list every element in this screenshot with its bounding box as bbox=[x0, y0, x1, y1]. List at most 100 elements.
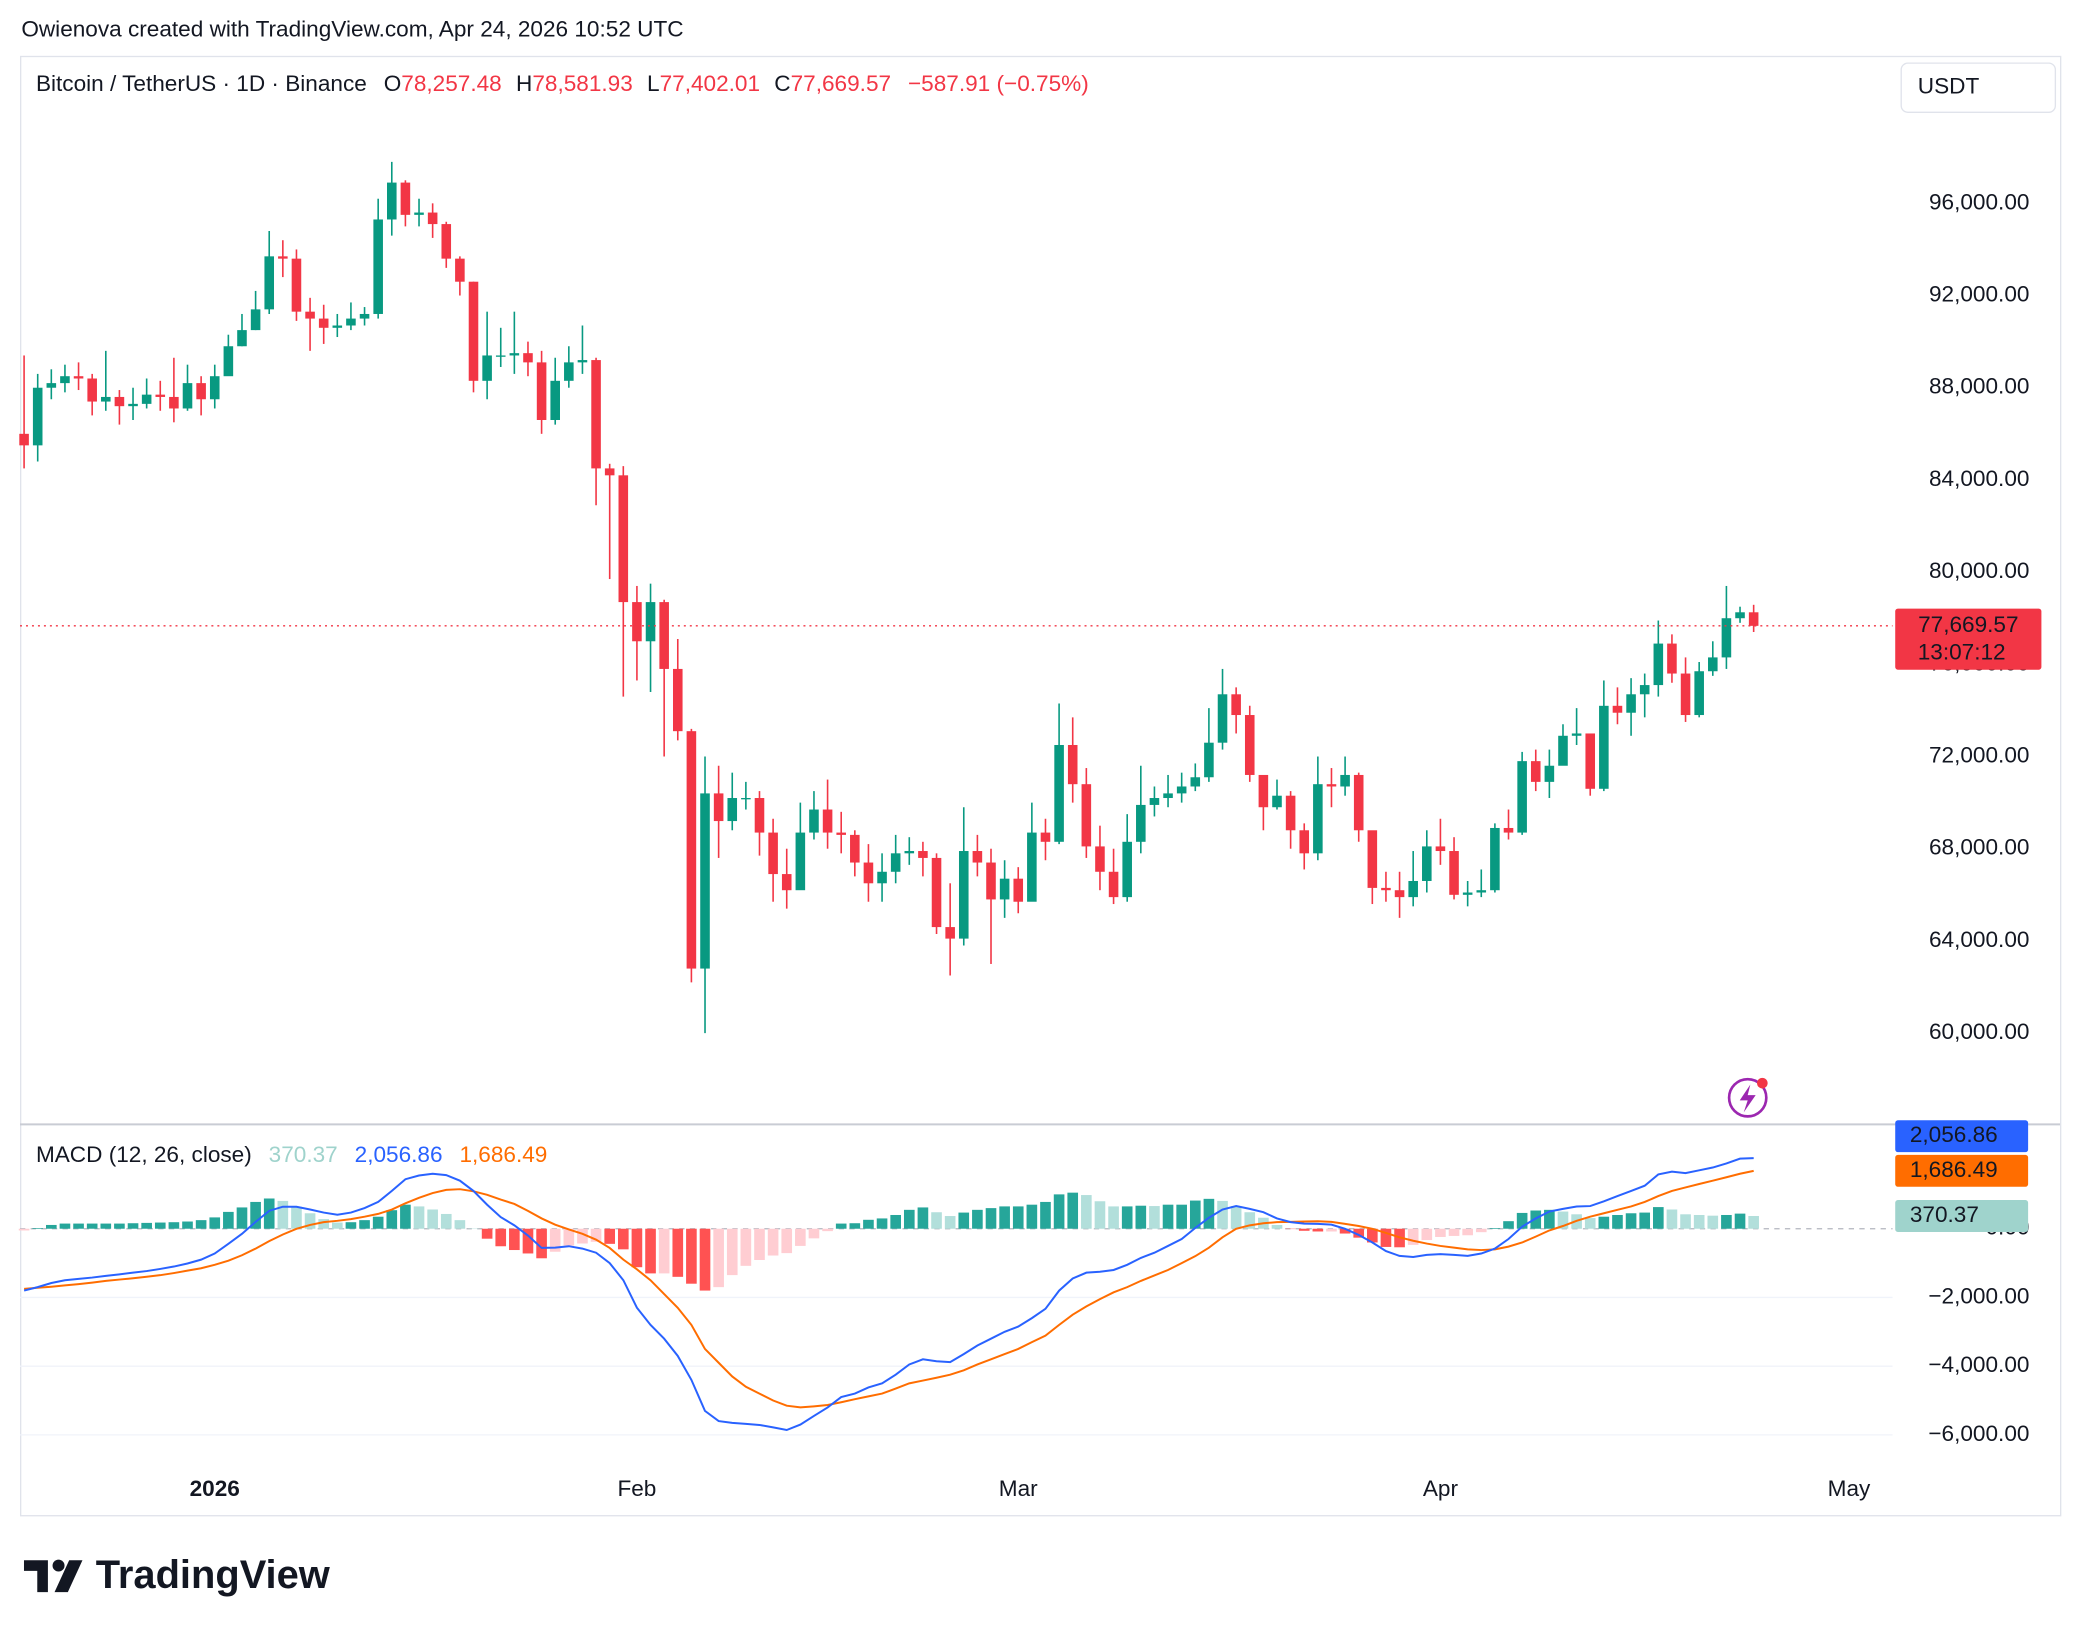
candle-body bbox=[1708, 657, 1718, 672]
histogram-bar bbox=[1544, 1209, 1555, 1229]
candle-body bbox=[1340, 774, 1350, 787]
candle-body bbox=[713, 793, 724, 822]
value-badge bbox=[1895, 1120, 2029, 1153]
candle-body bbox=[1231, 694, 1241, 716]
histogram-bar bbox=[400, 1204, 411, 1229]
ohlc-key: O bbox=[384, 71, 402, 96]
logo-mark bbox=[54, 1560, 83, 1593]
histogram-bar bbox=[440, 1213, 452, 1229]
candle-body bbox=[754, 798, 765, 833]
candle-body bbox=[931, 857, 942, 928]
histogram-bar bbox=[563, 1228, 575, 1246]
candle-body bbox=[1299, 830, 1310, 854]
candle-body bbox=[169, 396, 179, 409]
histogram-bar bbox=[863, 1219, 874, 1229]
histogram-bar bbox=[1489, 1228, 1501, 1229]
change: −587.91 (−0.75%) bbox=[908, 71, 1089, 96]
candle-body bbox=[1435, 846, 1446, 852]
candle-body bbox=[1313, 784, 1323, 854]
histogram-bar bbox=[509, 1228, 520, 1251]
histogram-bar bbox=[890, 1214, 901, 1229]
histogram-bar bbox=[944, 1216, 956, 1229]
y-tick-label: 88,000.00 bbox=[1929, 374, 2029, 399]
ohlc-key: H bbox=[516, 71, 532, 96]
candle-body bbox=[1054, 744, 1064, 842]
x-tick-label: May bbox=[1828, 1476, 1871, 1501]
candle-body bbox=[114, 396, 125, 407]
candle-body bbox=[278, 256, 288, 259]
histogram-bar bbox=[59, 1223, 71, 1229]
candle-body bbox=[1122, 841, 1132, 898]
histogram-bar bbox=[209, 1217, 221, 1229]
histogram-bar bbox=[86, 1223, 98, 1229]
candle-body bbox=[1517, 761, 1527, 833]
candle-body bbox=[400, 182, 411, 215]
candle-body bbox=[1667, 643, 1677, 674]
histogram-bar bbox=[781, 1228, 793, 1254]
candle-body bbox=[128, 403, 138, 407]
candle-body bbox=[509, 353, 520, 356]
histogram-bar bbox=[1707, 1215, 1719, 1229]
histogram-bar bbox=[1339, 1228, 1351, 1234]
candle-body bbox=[346, 318, 356, 326]
candle-body bbox=[958, 851, 969, 939]
candle-body bbox=[1422, 846, 1432, 881]
alert-icon[interactable] bbox=[1727, 1077, 1768, 1118]
histogram-bar bbox=[114, 1223, 125, 1229]
candle-body bbox=[196, 383, 206, 400]
candle-body bbox=[1503, 827, 1514, 833]
histogram-bar bbox=[1462, 1228, 1473, 1236]
candle-body bbox=[536, 362, 547, 420]
candle-body bbox=[87, 378, 97, 402]
histogram-bar bbox=[182, 1221, 193, 1229]
candle-body bbox=[1381, 887, 1391, 891]
candle-body bbox=[850, 834, 860, 863]
candle-body bbox=[1013, 878, 1024, 902]
y-tick-label: 92,000.00 bbox=[1929, 282, 2029, 307]
histogram-bar bbox=[1734, 1213, 1746, 1229]
histogram-bar bbox=[304, 1213, 316, 1229]
candle-body bbox=[1285, 795, 1296, 831]
candle-body bbox=[700, 793, 710, 969]
candle-body bbox=[1367, 830, 1378, 888]
currency-button[interactable] bbox=[1900, 62, 2057, 113]
currency[interactable]: USDT bbox=[1918, 74, 1980, 99]
candle-body bbox=[1680, 673, 1691, 716]
candle-body bbox=[1149, 798, 1160, 805]
candle-body bbox=[441, 224, 452, 259]
candle-body bbox=[19, 433, 29, 446]
candle-body bbox=[73, 376, 84, 379]
macd-line bbox=[23, 1157, 1754, 1432]
candle-body bbox=[1626, 694, 1636, 713]
symbol: Bitcoin / TetherUS · 1D · Binance bbox=[36, 71, 367, 96]
histogram-bar bbox=[1244, 1212, 1256, 1229]
histogram-bar bbox=[1380, 1228, 1392, 1247]
marks-layer bbox=[18, 161, 1893, 1432]
ohlc-value: 77,402.01 bbox=[660, 71, 760, 96]
candle-body bbox=[672, 668, 683, 732]
histogram-bar bbox=[168, 1222, 180, 1229]
histogram-bar bbox=[903, 1209, 915, 1229]
histogram-bar bbox=[1584, 1218, 1596, 1229]
histogram-bar bbox=[1367, 1228, 1378, 1243]
signal-line bbox=[24, 1169, 1754, 1409]
y-tick-label: 80,000.00 bbox=[1929, 558, 2029, 583]
histogram-bar bbox=[359, 1220, 370, 1229]
histogram-bar bbox=[1217, 1200, 1228, 1229]
histogram-bar bbox=[250, 1201, 261, 1229]
histogram-bar bbox=[277, 1200, 289, 1229]
candle-body bbox=[1476, 890, 1487, 893]
symbol-legend: Bitcoin / TetherUS · 1D · Binance O78,25… bbox=[36, 71, 1089, 96]
histogram-bar bbox=[672, 1228, 684, 1277]
histogram-bar bbox=[1026, 1204, 1038, 1229]
candle-body bbox=[60, 376, 70, 384]
candle-body bbox=[1067, 744, 1078, 785]
legend-value: 370.37 bbox=[269, 1142, 338, 1167]
candle-body bbox=[264, 256, 275, 310]
candle-body bbox=[890, 853, 901, 872]
histogram-bar bbox=[1081, 1195, 1092, 1229]
histogram-bar bbox=[1326, 1228, 1337, 1232]
histogram-bar bbox=[1407, 1228, 1419, 1245]
